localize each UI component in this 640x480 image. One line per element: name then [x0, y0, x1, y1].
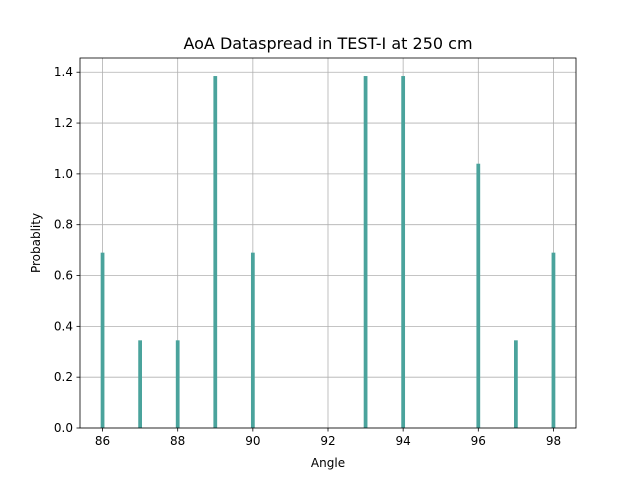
x-axis-label: Angle: [311, 456, 345, 470]
y-tick-label: 0.4: [54, 319, 73, 333]
bar: [476, 163, 481, 428]
bar: [401, 76, 406, 429]
bar: [175, 340, 180, 428]
y-tick-label: 0.2: [54, 370, 73, 384]
bar: [138, 340, 142, 428]
y-axis-label: Probablity: [29, 213, 43, 273]
y-tick-label: 1.2: [54, 116, 73, 130]
y-tick-label: 0.0: [54, 421, 73, 435]
x-tick-label: 94: [396, 434, 411, 448]
chart-title: AoA Dataspread in TEST-I at 250 cm: [183, 34, 472, 53]
bars-group: [100, 76, 556, 429]
x-tick-label: 98: [546, 434, 561, 448]
bar: [363, 76, 368, 429]
x-tick-label: 92: [320, 434, 335, 448]
y-axis-ticks: 0.0 0.2 0.4 0.6 0.8 1.0 1.2 1.4: [54, 65, 80, 435]
y-tick-label: 1.4: [54, 65, 73, 79]
bar: [100, 252, 105, 428]
x-tick-label: 90: [245, 434, 260, 448]
y-tick-label: 0.8: [54, 218, 73, 232]
x-axis-ticks: 86 88 90 92 94 96 98: [95, 428, 561, 448]
x-tick-label: 86: [95, 434, 110, 448]
bar: [250, 252, 255, 428]
y-tick-label: 0.6: [54, 269, 73, 283]
x-tick-label: 88: [170, 434, 185, 448]
bar: [213, 76, 218, 429]
x-tick-label: 96: [471, 434, 486, 448]
bar: [551, 252, 556, 428]
y-tick-label: 1.0: [54, 167, 73, 181]
bar: [514, 340, 518, 428]
